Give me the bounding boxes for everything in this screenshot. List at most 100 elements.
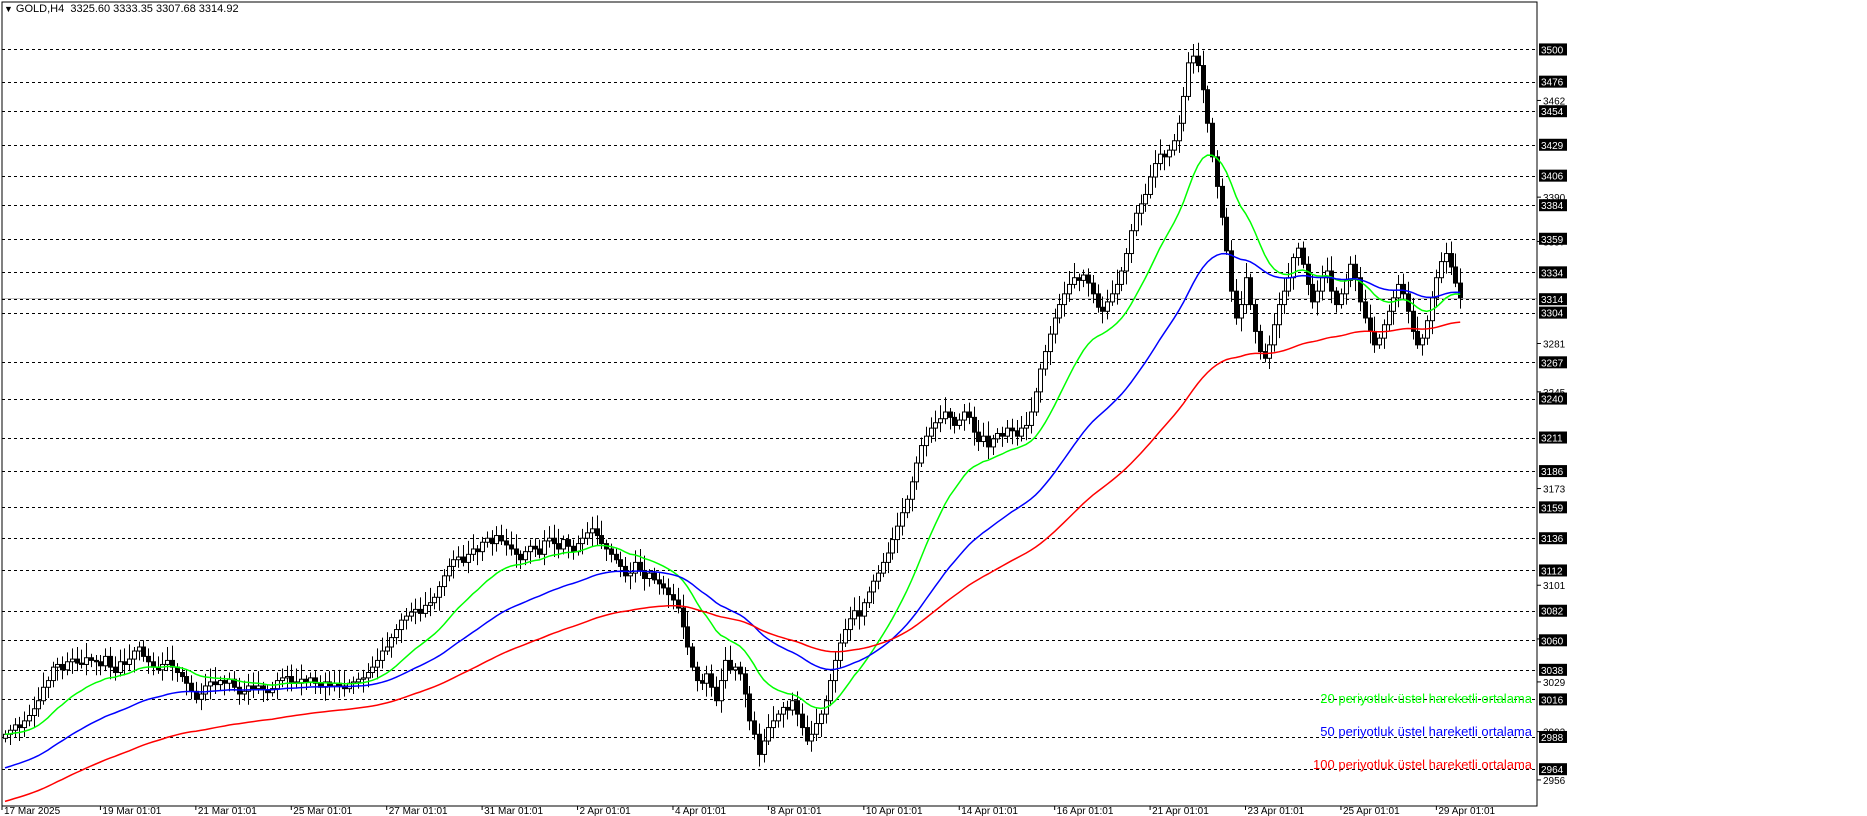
chart-header: ▼ GOLD,H4 3325.60 3333.35 3307.68 3314.92 — [4, 3, 239, 15]
candle-body — [189, 682, 194, 692]
candle-body — [1205, 89, 1210, 124]
level-label: 3186 — [1541, 467, 1564, 478]
candle-body — [1134, 212, 1139, 232]
candle-body — [552, 537, 557, 545]
candle-body — [719, 680, 724, 702]
candle-body — [423, 604, 428, 614]
candle-body — [1110, 293, 1115, 303]
candle-body — [523, 551, 528, 561]
candle-body — [55, 663, 60, 668]
candle-body — [108, 655, 113, 668]
candle-body — [618, 559, 623, 567]
candle-body — [1244, 277, 1249, 306]
level-label-box — [1539, 730, 1567, 743]
level-label: 3016 — [1541, 695, 1564, 706]
candles-layer — [3, 42, 1463, 767]
candle-body — [1124, 253, 1129, 272]
y-tick-label: 3029 — [1543, 678, 1566, 689]
candle-body — [165, 659, 170, 665]
candle-body — [1401, 283, 1406, 295]
candle-body — [1162, 153, 1167, 158]
candle-body — [285, 676, 290, 679]
candle-body — [681, 607, 686, 628]
candle-body — [490, 537, 495, 545]
candle-body — [1029, 411, 1034, 426]
candle-body — [380, 650, 385, 661]
candle-body — [370, 666, 375, 674]
candle-body — [1186, 62, 1191, 97]
level-label: 3359 — [1541, 235, 1564, 246]
candle-body — [1224, 216, 1229, 252]
candle-body — [929, 427, 934, 437]
candle-body — [499, 535, 504, 542]
candle-body — [1119, 270, 1124, 285]
ohlc-values: 3325.60 3333.35 3307.68 3314.92 — [70, 3, 239, 15]
candle-body — [700, 680, 705, 684]
candle-body — [652, 572, 657, 581]
candle-body — [938, 418, 943, 424]
candle-body — [1411, 310, 1416, 332]
candle-body — [94, 659, 99, 663]
x-tick-label: 14 Apr 01:01 — [961, 806, 1018, 816]
candle-body — [432, 596, 437, 604]
candle-body — [723, 659, 728, 682]
dropdown-triangle-icon[interactable]: ▼ — [4, 4, 13, 14]
y-tick-label: 3462 — [1543, 96, 1566, 107]
candle-body — [556, 543, 561, 550]
candle-body — [213, 681, 218, 686]
candle-body — [509, 544, 514, 550]
candle-body — [442, 575, 447, 588]
candle-body — [1258, 330, 1263, 353]
candle-body — [461, 556, 466, 563]
candle-body — [1015, 430, 1020, 437]
y-tick-label: 3101 — [1543, 581, 1566, 592]
candle-body — [914, 462, 919, 483]
level-label-box — [1539, 293, 1567, 306]
x-tick-label: 31 Mar 01:01 — [484, 806, 543, 816]
level-label: 3136 — [1541, 534, 1564, 545]
candle-body — [1177, 122, 1182, 142]
candle-body — [595, 528, 600, 537]
candle-body — [976, 431, 981, 443]
candle-body — [1420, 337, 1425, 346]
candle-body — [561, 539, 566, 550]
candle-body — [771, 720, 776, 729]
candle-body — [1453, 266, 1458, 284]
candle-body — [1196, 55, 1201, 67]
candle-body — [528, 545, 533, 553]
level-label-box — [1539, 232, 1567, 245]
candle-body — [666, 587, 671, 596]
candle-body — [1358, 277, 1363, 303]
candle-body — [1024, 424, 1029, 429]
candle-body — [881, 561, 886, 574]
level-label: 3304 — [1541, 309, 1564, 320]
candle-body — [89, 657, 94, 661]
candle-body — [1234, 290, 1239, 319]
candle-body — [437, 586, 442, 598]
y-tick-label: 3173 — [1543, 485, 1566, 496]
x-tick-label: 4 Apr 01:01 — [675, 806, 727, 816]
candle-body — [1315, 290, 1320, 303]
candle-body — [270, 688, 275, 694]
candle-body — [1148, 176, 1153, 195]
candle-body — [1368, 317, 1373, 332]
level-label: 3429 — [1541, 141, 1564, 152]
candle-body — [1139, 203, 1144, 214]
candle-body — [633, 561, 638, 574]
candle-body — [962, 411, 967, 421]
level-label-box — [1539, 138, 1567, 151]
candle-body — [1129, 230, 1134, 255]
candle-body — [704, 673, 709, 684]
candle-body — [1105, 301, 1110, 312]
candle-body — [485, 537, 490, 543]
candle-body — [1048, 333, 1053, 353]
legend-ema50: 50 periyotluk üstel hareketli ortalama — [1320, 724, 1532, 739]
candle-body — [1086, 274, 1091, 284]
candle-body — [504, 540, 509, 546]
candle-body — [537, 548, 542, 555]
candle-body — [967, 411, 972, 418]
candle-body — [614, 553, 619, 561]
candle-body — [1248, 277, 1253, 306]
